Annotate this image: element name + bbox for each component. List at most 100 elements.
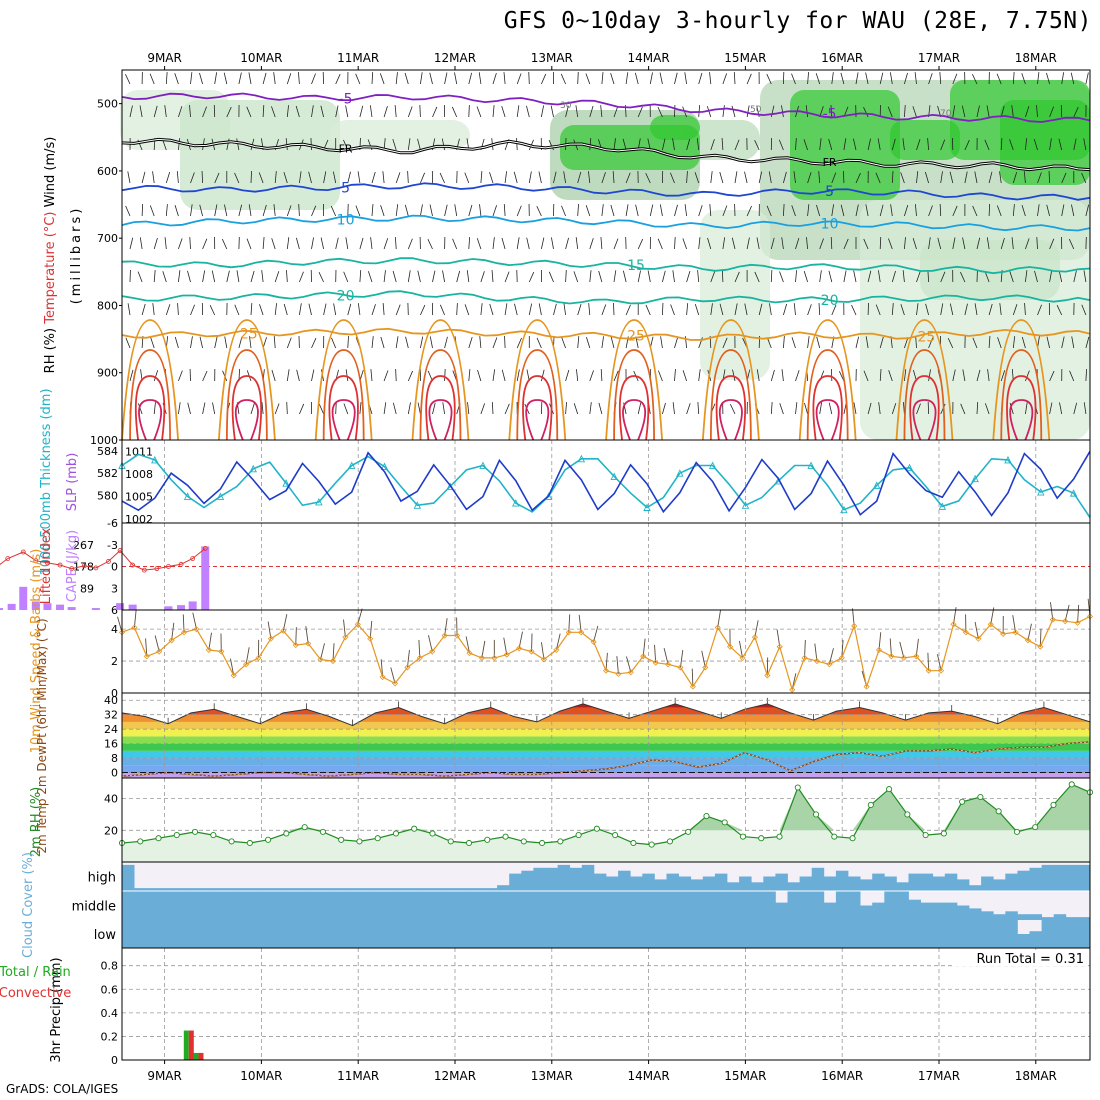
diurnal-temperature-contour [1000, 349, 1043, 441]
wind-barb [1085, 72, 1089, 85]
cloud-cell [436, 888, 450, 891]
wind-barb [561, 205, 566, 217]
wind-barb [766, 73, 772, 85]
wind-barb [622, 138, 627, 151]
cloud-cell [908, 873, 921, 891]
wind-barb [891, 303, 894, 316]
wind-barb [395, 369, 397, 382]
rh-point [721, 819, 728, 826]
wind-barb [343, 403, 349, 415]
wind-barb [234, 304, 240, 316]
wind-barb-10m [568, 614, 571, 633]
cloud-cell [170, 920, 183, 948]
wind-barb [323, 303, 327, 316]
wind-barb [672, 138, 675, 151]
cloud-cell [182, 920, 195, 948]
wind-speed-point [962, 629, 969, 636]
wind-barb [722, 205, 728, 217]
wind-barb [686, 303, 689, 316]
wind-barb [250, 270, 255, 283]
contour-label: 25 [240, 327, 258, 343]
date-tick-bottom: 14MAR [628, 1069, 670, 1083]
wind-speed-point [329, 658, 337, 665]
wind-barb [369, 105, 373, 118]
wind-barb [1025, 370, 1030, 382]
rh-point [319, 828, 326, 835]
thickness-line-marker [938, 502, 947, 510]
wind-barb [492, 337, 498, 349]
wind-barb [141, 303, 146, 316]
wind-barb-10m [717, 610, 721, 628]
wind-barb-10m [305, 626, 309, 644]
wind-barb [286, 237, 290, 250]
wind-barb [647, 138, 651, 151]
cloud-row-label: high [88, 871, 116, 886]
wind-barb [1012, 72, 1015, 85]
wind-barb-10m [974, 621, 979, 639]
wind-barb [722, 237, 726, 250]
temperature-contour [121, 182, 1091, 201]
wind-barb [807, 304, 812, 316]
wind-barb [1061, 336, 1065, 349]
wind-barb-10m [320, 643, 325, 660]
wind-barb [940, 139, 946, 151]
wind-barb [479, 204, 482, 217]
cloud-cell [920, 902, 934, 920]
cloud-cell [279, 891, 292, 920]
wind-barb [504, 336, 506, 349]
wind-barb [407, 106, 413, 118]
wind-barb [803, 271, 808, 283]
wind-barb [972, 205, 978, 217]
cloud-cell [618, 891, 631, 920]
cloud-cell [509, 920, 522, 948]
wind-barb [915, 336, 917, 349]
date-tick-top: 13MAR [531, 51, 573, 65]
rh-point [246, 839, 253, 847]
precip-total-bar [193, 1052, 199, 1060]
cloud-cell [823, 920, 837, 948]
wind-barb [139, 237, 143, 250]
wind-barb [791, 73, 796, 85]
wind-barb [952, 237, 956, 250]
wind-barb [879, 237, 882, 250]
wind-barb [984, 139, 990, 151]
cloud-cell [569, 920, 583, 948]
wind-barb-10m [418, 639, 421, 658]
wind-speed-point [379, 673, 386, 681]
cloud-cell [654, 891, 667, 920]
wind-barb [1021, 336, 1026, 349]
cloud-cell [448, 888, 462, 891]
wind-barb [359, 237, 364, 250]
wind-barb [492, 369, 496, 382]
date-tick-bottom: 10MAR [240, 1069, 282, 1083]
wind-barb [976, 237, 981, 250]
ylabel-part: Temperature (°C) [43, 212, 58, 328]
wind-speed-point [168, 637, 175, 644]
wind-barb [1049, 270, 1053, 283]
wind-barb [202, 238, 208, 250]
cloud-cell [884, 891, 897, 920]
wind-barb [928, 237, 931, 250]
wind-barb [429, 72, 433, 85]
cloud-cell [932, 902, 946, 920]
rh-shading [180, 100, 340, 210]
wind-speed-point [118, 629, 126, 636]
wind-barb [783, 204, 785, 217]
wind-barb-10m [406, 649, 410, 668]
wind-barb [526, 105, 530, 118]
wind-barb [274, 171, 277, 184]
wind-barb [746, 105, 750, 118]
wind-barb [601, 204, 604, 217]
wind-barb [335, 105, 339, 118]
contour-label: 20 [337, 288, 355, 304]
wind-barb-10m [578, 614, 582, 633]
cloud-cell [1065, 917, 1079, 920]
wind-barb [904, 369, 907, 382]
wind-barb-10m [481, 640, 486, 658]
wind-speed-point [1049, 616, 1056, 623]
wind-barb [178, 402, 181, 415]
wind-barb [202, 402, 206, 415]
wind-barb [466, 270, 470, 283]
wind-speed-point [441, 632, 448, 639]
cape-bar [0, 608, 4, 610]
